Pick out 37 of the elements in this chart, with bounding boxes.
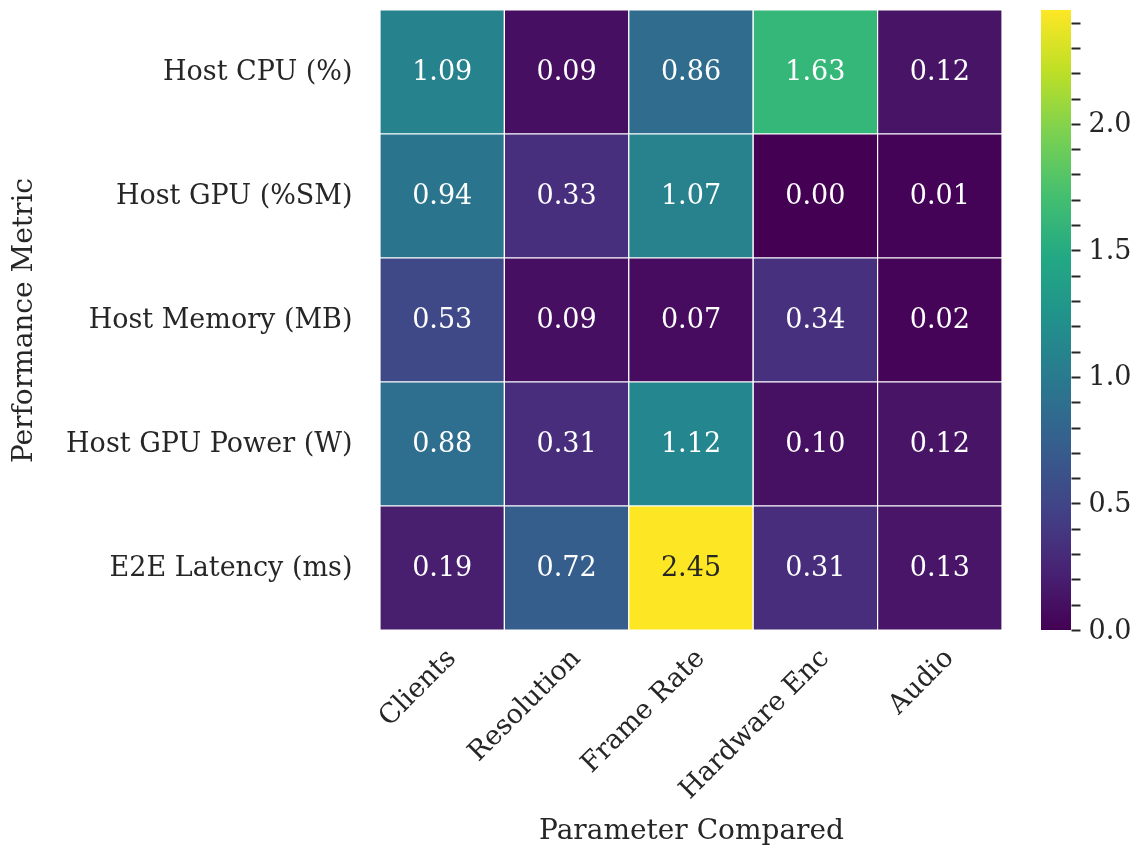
data-label: 0.86 (660, 55, 722, 86)
data-label: 1.09 (412, 55, 473, 86)
data-label: 1.63 (785, 55, 846, 86)
color-bar-label: 2.0 (1088, 107, 1132, 139)
data-label: 0.31 (785, 551, 846, 582)
data-label: 0.02 (909, 303, 970, 334)
y-tick-label: Host GPU Power (W) (66, 427, 353, 458)
color-bar-label: 1.5 (1088, 233, 1132, 265)
x-axis-title: Parameter Compared (539, 813, 845, 847)
data-label: 0.01 (909, 179, 970, 210)
y-tick-label: Host CPU (%) (162, 55, 353, 86)
data-label: 0.12 (909, 55, 970, 86)
color-bar-label: 1.0 (1088, 360, 1132, 392)
y-tick-label: Host GPU (%SM) (115, 179, 353, 210)
y-axis-title: Performance Metric (5, 177, 39, 464)
data-label: 0.88 (412, 427, 473, 458)
data-label: 0.19 (412, 551, 473, 582)
data-label: 0.07 (660, 303, 722, 334)
data-label: 0.10 (785, 427, 846, 458)
data-label: 0.31 (536, 427, 597, 458)
data-label: 0.09 (536, 55, 597, 86)
y-tick-label: E2E Latency (ms) (109, 551, 353, 582)
data-label: 0.13 (909, 551, 970, 582)
data-label: 0.33 (536, 179, 597, 210)
data-label: 0.94 (412, 179, 473, 210)
data-label: 1.12 (660, 427, 722, 458)
data-label: 0.53 (412, 303, 473, 334)
data-label: 0.34 (785, 303, 846, 334)
data-label: 1.07 (660, 179, 722, 210)
y-tick-label: Host Memory (MB) (88, 303, 353, 334)
data-label: 0.72 (536, 551, 597, 582)
color-bar-label: 0.5 (1088, 486, 1132, 518)
data-label: 0.00 (785, 179, 846, 210)
data-label: 0.09 (536, 303, 597, 334)
data-label: 2.45 (660, 551, 722, 582)
data-label: 0.12 (909, 427, 970, 458)
color-bar-label: 0.0 (1088, 613, 1132, 645)
